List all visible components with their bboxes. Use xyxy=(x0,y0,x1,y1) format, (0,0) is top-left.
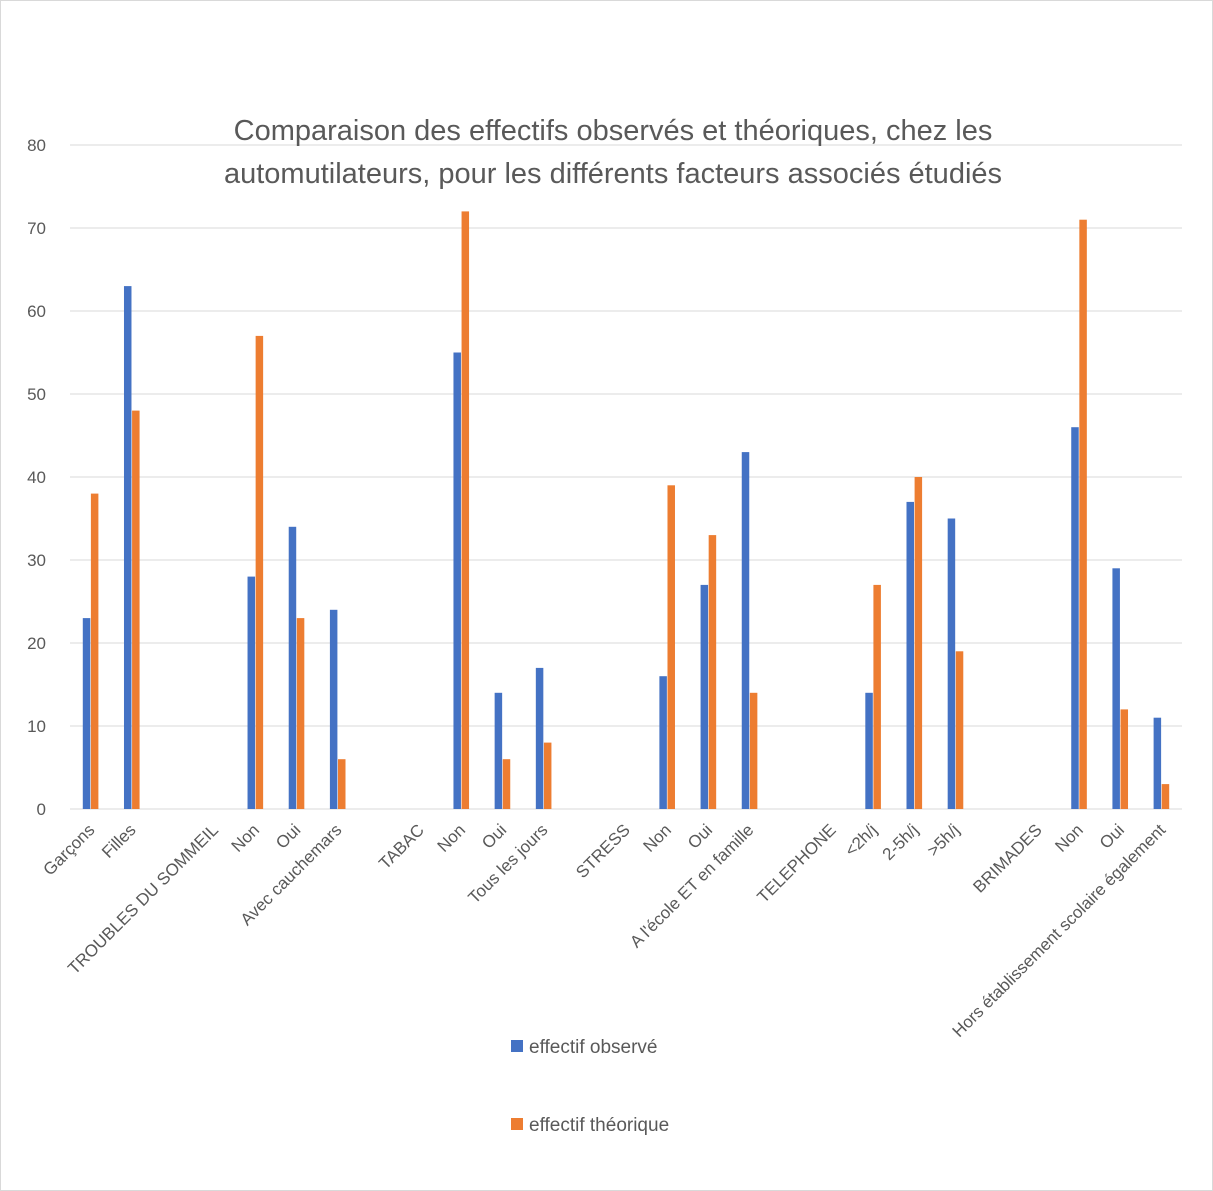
y-axis-ticks: 0 10 20 30 40 50 60 70 80 xyxy=(27,136,46,819)
bar-observe-26 xyxy=(1153,717,1162,809)
legend-swatch-theorique xyxy=(511,1118,523,1130)
x-category-label: TELEPHONE xyxy=(753,820,839,906)
bar-theorique-11 xyxy=(543,742,552,809)
bar-theorique-24 xyxy=(1079,219,1087,809)
y-tick-label: 20 xyxy=(27,634,46,653)
bar-observe-4 xyxy=(247,576,256,809)
bar-theorique-16 xyxy=(749,692,758,809)
y-tick-label: 50 xyxy=(27,385,46,404)
bar-observe-1 xyxy=(123,286,132,810)
bar-theorique-21 xyxy=(955,651,964,809)
x-category-label: 2-5h/j xyxy=(879,820,923,864)
y-tick-label: 10 xyxy=(27,717,46,736)
x-category-label: Oui xyxy=(684,820,716,852)
x-category-label: BRIMADES xyxy=(969,820,1045,896)
bar-theorique-10 xyxy=(502,759,511,809)
x-category-label: Oui xyxy=(272,820,304,852)
bar-observe-25 xyxy=(1112,568,1120,809)
bar-theorique-26 xyxy=(1161,784,1170,809)
y-tick-label: 40 xyxy=(27,468,46,487)
x-category-label: Oui xyxy=(478,820,510,852)
bar-theorique-25 xyxy=(1120,709,1129,809)
x-category-label: Filles xyxy=(98,820,139,861)
gridlines xyxy=(70,144,1182,810)
x-category-label: Non xyxy=(434,820,469,855)
bar-observe-6 xyxy=(329,609,338,809)
bars xyxy=(82,211,1170,810)
bar-theorique-9 xyxy=(461,211,470,809)
bar-theorique-5 xyxy=(296,618,305,809)
chart-title-line-2: automutilateurs, pour les différents fac… xyxy=(224,158,1002,190)
x-category-label: STRESS xyxy=(572,820,634,882)
bar-theorique-4 xyxy=(255,335,264,809)
bar-observe-9 xyxy=(453,352,461,809)
bar-observe-15 xyxy=(700,584,709,809)
bar-theorique-1 xyxy=(132,410,140,809)
y-tick-label: 60 xyxy=(27,302,46,321)
bar-observe-14 xyxy=(659,676,667,809)
x-category-label: Oui xyxy=(1096,820,1128,852)
chart-title-line-1: Comparaison des effectifs observés et th… xyxy=(234,115,993,147)
legend: effectif observé effectif théorique xyxy=(511,1037,669,1136)
chart-title: Comparaison des effectifs observés et th… xyxy=(224,115,1002,190)
bar-observe-24 xyxy=(1071,427,1079,809)
x-category-label: Hors établissement scolaire également xyxy=(949,820,1170,1041)
x-category-label: Non xyxy=(640,820,675,855)
bar-theorique-20 xyxy=(914,477,923,809)
legend-label-theorique: effectif théorique xyxy=(529,1115,669,1136)
y-tick-label: 0 xyxy=(37,800,46,819)
bar-theorique-6 xyxy=(338,759,346,809)
bar-observe-16 xyxy=(741,452,750,809)
x-category-label: Non xyxy=(1051,820,1086,855)
bar-observe-0 xyxy=(82,618,91,809)
x-category-label: <2h/j xyxy=(841,820,881,860)
bar-observe-21 xyxy=(947,518,956,809)
bar-theorique-15 xyxy=(708,535,717,809)
x-category-label: Non xyxy=(228,820,263,855)
bar-observe-10 xyxy=(494,692,503,809)
x-category-label: >5h/j xyxy=(923,820,963,860)
y-tick-label: 30 xyxy=(27,551,46,570)
bar-theorique-19 xyxy=(873,584,881,809)
x-category-label: Garçons xyxy=(40,820,99,879)
bar-observe-11 xyxy=(535,667,544,809)
y-tick-label: 80 xyxy=(27,136,46,155)
bar-theorique-14 xyxy=(667,485,675,809)
legend-swatch-observe xyxy=(511,1040,523,1052)
bar-theorique-0 xyxy=(90,493,99,809)
x-category-label: TABAC xyxy=(375,820,428,873)
bar-observe-20 xyxy=(906,501,914,809)
legend-label-observe: effectif observé xyxy=(529,1037,658,1058)
bar-observe-5 xyxy=(288,526,297,809)
bar-observe-19 xyxy=(865,692,873,809)
y-tick-label: 70 xyxy=(27,219,46,238)
